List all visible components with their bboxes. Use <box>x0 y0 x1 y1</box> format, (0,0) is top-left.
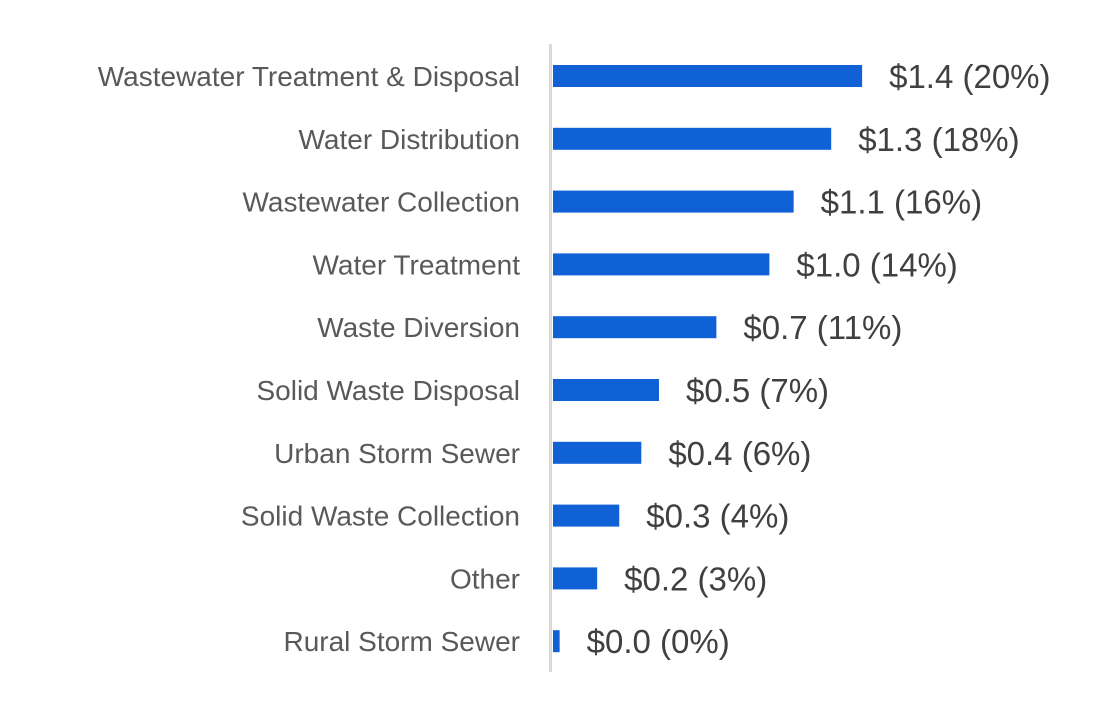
bar <box>553 630 560 653</box>
category-label: Water Treatment <box>313 249 521 280</box>
category-label: Waste Diversion <box>317 312 520 343</box>
bar <box>553 567 598 590</box>
category-label: Water Distribution <box>299 124 520 155</box>
data-label: $0.5 (7%) <box>686 372 829 409</box>
data-label: $0.7 (11%) <box>743 309 902 346</box>
data-label: $0.3 (4%) <box>646 498 789 535</box>
category-label: Urban Storm Sewer <box>274 438 520 469</box>
category-label: Solid Waste Collection <box>241 501 520 532</box>
data-label: $0.4 (6%) <box>668 435 811 472</box>
category-label: Rural Storm Sewer <box>283 626 520 657</box>
data-label: $1.1 (16%) <box>821 184 982 221</box>
data-label: $1.3 (18%) <box>858 121 1019 158</box>
category-label: Other <box>450 563 520 594</box>
bar <box>553 127 832 150</box>
category-label: Solid Waste Disposal <box>256 375 520 406</box>
bar <box>553 190 794 213</box>
data-label: $0.2 (3%) <box>624 560 767 597</box>
bar <box>553 65 863 87</box>
bar <box>553 379 659 401</box>
bar <box>553 253 770 276</box>
bar <box>553 504 620 527</box>
bar <box>553 316 717 339</box>
category-label: Wastewater Collection <box>242 187 520 218</box>
data-label: $0.0 (0%) <box>587 623 730 660</box>
bar <box>553 441 642 464</box>
data-label: $1.0 (14%) <box>796 246 957 283</box>
data-label: $1.4 (20%) <box>889 58 1050 95</box>
category-label: Wastewater Treatment & Disposal <box>98 61 520 92</box>
